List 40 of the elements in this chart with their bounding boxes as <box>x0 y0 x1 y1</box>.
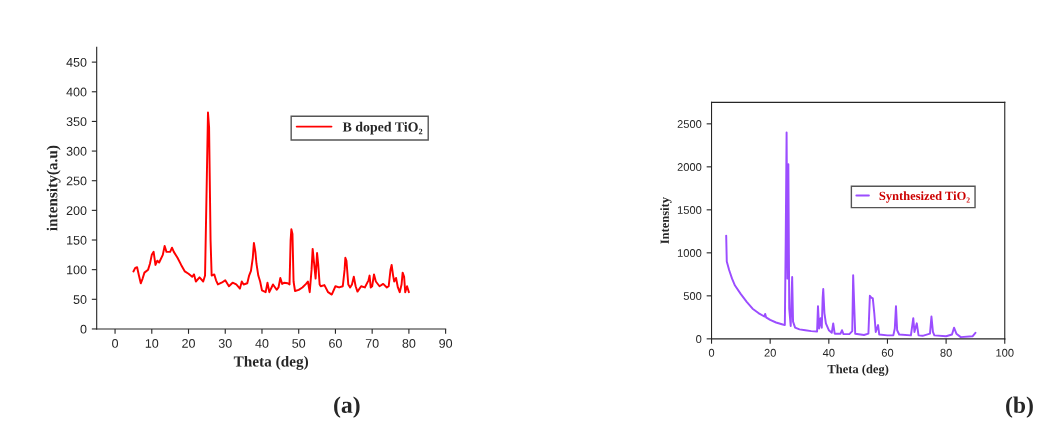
x-tick-label: 30 <box>218 339 232 348</box>
x-tick-label: 40 <box>822 348 835 357</box>
y-tick-label: 2000 <box>677 163 702 171</box>
x-tick-label: 50 <box>292 339 306 348</box>
x-tick-label: 70 <box>365 339 379 348</box>
x-axis-title: Theta (deg) <box>827 364 889 376</box>
y-tick-label: 1000 <box>677 249 702 257</box>
y-tick-label: 250 <box>66 176 87 186</box>
x-tick-label: 60 <box>329 339 342 348</box>
x-tick-label: 0 <box>708 348 715 357</box>
y-tick-label: 50 <box>73 295 87 304</box>
x-tick-label: 100 <box>996 348 1014 357</box>
y-tick-label: 400 <box>66 87 87 97</box>
y-axis-title: intensity(a.u) <box>46 145 61 231</box>
legend-label: Synthesized TiO₂ <box>879 191 970 203</box>
y-tick-label: 0 <box>80 324 87 334</box>
y-tick-label: 200 <box>66 206 87 216</box>
x-tick-label: 90 <box>439 339 453 348</box>
y-tick-label: 350 <box>66 117 87 127</box>
x-tick-label: 80 <box>940 348 952 357</box>
y-tick-label: 450 <box>66 57 87 67</box>
y-tick-label: 1500 <box>677 206 702 214</box>
line-series <box>725 131 977 339</box>
x-tick-label: 20 <box>182 339 195 348</box>
y-tick-label: 2500 <box>677 120 702 128</box>
x-tick-label: 20 <box>764 348 776 357</box>
x-tick-label: 10 <box>145 339 159 348</box>
x-tick-label: 0 <box>112 339 119 348</box>
x-tick-label: 40 <box>255 339 269 348</box>
x-axis-title: Theta (deg) <box>233 355 309 370</box>
legend-label: B doped TiO₂ <box>342 121 423 135</box>
x-tick-label: 80 <box>402 339 416 348</box>
text: (a) <box>334 396 360 418</box>
y-axis-title: Intensity <box>660 197 672 244</box>
y-tick-label: 100 <box>67 265 87 275</box>
y-tick-label: 150 <box>67 235 87 245</box>
x-tick-label: 60 <box>881 348 894 357</box>
y-tick-label: 500 <box>683 292 702 300</box>
text: (b) <box>1006 396 1033 418</box>
y-tick-label: 300 <box>66 146 87 156</box>
